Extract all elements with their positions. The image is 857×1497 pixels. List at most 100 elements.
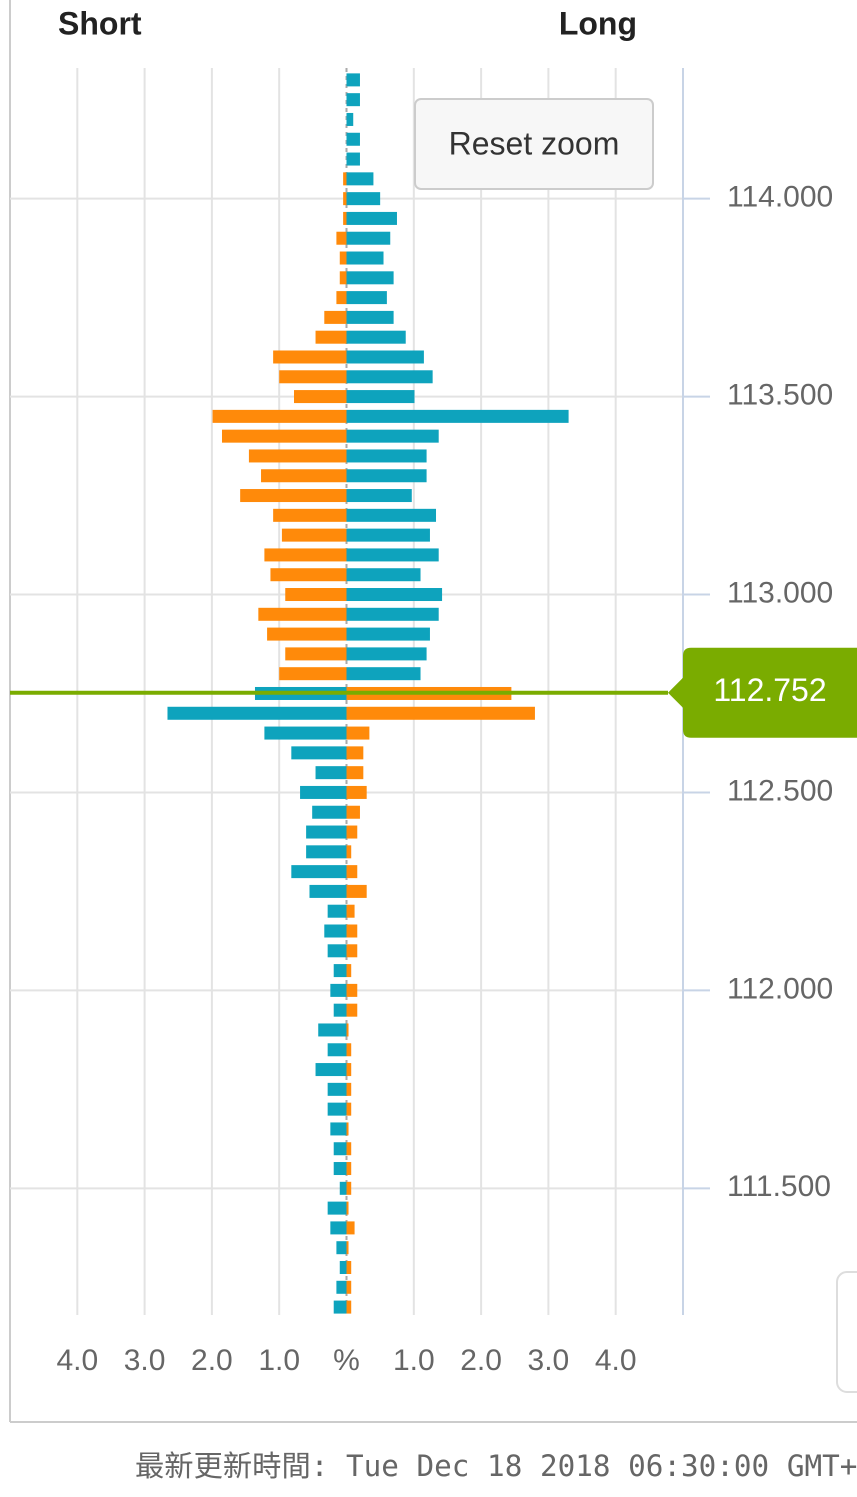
bar bbox=[346, 1023, 349, 1037]
bar bbox=[248, 449, 347, 463]
bar bbox=[294, 390, 347, 404]
bar bbox=[346, 1201, 349, 1215]
bar bbox=[339, 1260, 347, 1274]
bar bbox=[346, 1082, 352, 1096]
y-tick-label: 113.500 bbox=[727, 378, 833, 411]
bar bbox=[333, 1003, 347, 1017]
current-price-label: 112.752 bbox=[713, 672, 826, 708]
bar bbox=[346, 409, 569, 423]
bar bbox=[346, 390, 415, 404]
bar bbox=[346, 805, 360, 819]
bar bbox=[346, 231, 391, 245]
bar bbox=[346, 291, 387, 305]
bar bbox=[291, 865, 347, 879]
bar bbox=[267, 627, 347, 641]
bar bbox=[336, 1241, 347, 1255]
bar bbox=[336, 291, 347, 305]
bar bbox=[324, 310, 347, 324]
bar bbox=[346, 132, 360, 146]
bar bbox=[346, 1142, 352, 1156]
bar bbox=[346, 271, 394, 285]
bar bbox=[346, 924, 358, 938]
bar bbox=[343, 211, 347, 225]
bar bbox=[285, 647, 347, 661]
bar bbox=[315, 330, 347, 344]
reset-zoom-label[interactable]: Reset zoom bbox=[449, 125, 620, 161]
bar bbox=[258, 607, 347, 621]
bar bbox=[261, 469, 347, 483]
bar bbox=[333, 964, 347, 978]
bar bbox=[333, 1300, 347, 1314]
bar bbox=[327, 944, 347, 958]
bar bbox=[346, 73, 360, 87]
bar bbox=[346, 1300, 352, 1314]
bar bbox=[285, 588, 347, 602]
y-tick-label: 113.000 bbox=[727, 576, 833, 609]
bar bbox=[339, 271, 347, 285]
bar bbox=[346, 192, 381, 206]
bar bbox=[346, 370, 433, 384]
bar bbox=[264, 726, 347, 740]
bar bbox=[346, 1260, 352, 1274]
bar bbox=[270, 568, 347, 582]
bar bbox=[346, 1102, 352, 1116]
bar bbox=[306, 845, 347, 859]
x-tick-label: 3.0 bbox=[528, 1344, 570, 1377]
y-tick-label: 114.000 bbox=[727, 181, 833, 214]
bar bbox=[336, 231, 347, 245]
bar bbox=[330, 1122, 347, 1136]
bar bbox=[343, 172, 347, 186]
bar bbox=[346, 1221, 355, 1235]
bar bbox=[346, 330, 406, 344]
bar bbox=[273, 508, 347, 522]
bar bbox=[291, 746, 347, 760]
bar bbox=[346, 429, 439, 443]
bar bbox=[346, 489, 412, 503]
bar bbox=[346, 1122, 349, 1136]
bar bbox=[346, 706, 535, 720]
bar bbox=[346, 865, 358, 879]
bar bbox=[327, 1201, 347, 1215]
bar bbox=[346, 508, 437, 522]
bar bbox=[327, 904, 347, 918]
bar bbox=[300, 785, 347, 799]
bar bbox=[346, 469, 427, 483]
bar bbox=[346, 568, 421, 582]
bar bbox=[346, 647, 427, 661]
bar bbox=[346, 667, 421, 681]
bar bbox=[346, 964, 352, 978]
bar bbox=[339, 251, 347, 265]
bar bbox=[346, 172, 374, 186]
bar bbox=[346, 884, 367, 898]
bar bbox=[346, 726, 370, 740]
bar bbox=[346, 944, 358, 958]
bar bbox=[346, 825, 358, 839]
bar bbox=[346, 1181, 352, 1195]
bar bbox=[346, 1003, 358, 1017]
bar bbox=[346, 785, 367, 799]
bar bbox=[346, 607, 439, 621]
bar bbox=[312, 805, 347, 819]
bar bbox=[333, 1162, 347, 1176]
bar bbox=[167, 706, 347, 720]
bar bbox=[346, 904, 355, 918]
bar bbox=[279, 370, 347, 384]
bar bbox=[339, 1181, 347, 1195]
bar bbox=[309, 884, 347, 898]
bar bbox=[306, 825, 347, 839]
bar bbox=[324, 924, 347, 938]
bar bbox=[346, 152, 360, 166]
bars bbox=[167, 73, 569, 1314]
x-tick-label: 2.0 bbox=[191, 1344, 233, 1377]
bar bbox=[264, 548, 347, 562]
bar bbox=[212, 409, 347, 423]
bar bbox=[315, 1063, 347, 1077]
reset-zoom-box[interactable] bbox=[414, 98, 654, 190]
bar bbox=[346, 310, 394, 324]
bar bbox=[346, 1043, 352, 1057]
x-tick-label: 4.0 bbox=[56, 1344, 98, 1377]
bar bbox=[333, 1142, 347, 1156]
bar bbox=[346, 449, 427, 463]
reset-zoom-button[interactable]: Reset zoom bbox=[414, 98, 654, 190]
